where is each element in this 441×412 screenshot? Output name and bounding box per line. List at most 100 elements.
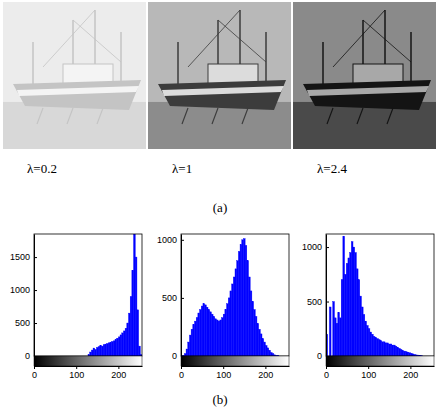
bar xyxy=(383,342,385,356)
tick: 500 xyxy=(162,293,184,303)
bar xyxy=(377,339,379,356)
plot-background xyxy=(34,234,142,356)
bar xyxy=(375,337,377,356)
tick-mark xyxy=(410,366,411,369)
bar xyxy=(129,313,131,356)
tick-label: 0 xyxy=(324,370,329,380)
bar xyxy=(353,247,355,356)
image-sky xyxy=(148,2,291,149)
tick-label: 0 xyxy=(25,351,30,361)
tick-mark xyxy=(34,257,37,258)
bar xyxy=(255,316,257,356)
panel-label: (b) xyxy=(212,392,227,407)
bar xyxy=(355,253,357,356)
bar xyxy=(243,239,245,356)
bar xyxy=(206,307,208,356)
bar xyxy=(102,346,104,356)
plot-background xyxy=(326,234,434,356)
bar xyxy=(186,349,188,356)
tick-label: 100 xyxy=(69,370,84,380)
tick-mark xyxy=(265,366,266,369)
image-rigging xyxy=(188,10,240,67)
bar xyxy=(361,307,363,356)
x-axis: 0100200 xyxy=(179,366,290,380)
image-prop xyxy=(67,108,73,124)
tick-label: 1000 xyxy=(10,285,30,295)
bar xyxy=(400,349,402,356)
bar xyxy=(336,323,338,356)
bar xyxy=(394,345,396,356)
bar xyxy=(227,304,229,356)
bar xyxy=(410,353,412,356)
bar xyxy=(103,345,105,356)
bar xyxy=(402,351,404,356)
axis-line xyxy=(34,235,35,357)
image-sky xyxy=(3,2,146,149)
bar xyxy=(269,350,271,356)
bar xyxy=(338,312,340,356)
bar xyxy=(388,344,390,356)
bar xyxy=(259,329,261,356)
tick-label: 0 xyxy=(172,351,177,361)
bar xyxy=(117,338,119,356)
tick: 100 xyxy=(69,366,84,380)
bar xyxy=(392,345,394,356)
bar xyxy=(201,306,203,356)
tick-label: 100 xyxy=(361,370,376,380)
bar xyxy=(365,321,367,356)
bar xyxy=(205,305,207,356)
bars xyxy=(326,236,422,356)
bar xyxy=(267,348,269,356)
tick-mark xyxy=(34,323,37,324)
panel-label: (a) xyxy=(213,200,227,215)
bar xyxy=(265,346,267,356)
axis-line xyxy=(35,366,143,367)
image-hull xyxy=(13,80,141,110)
bar xyxy=(341,280,343,356)
tick-label: 500 xyxy=(162,293,177,303)
image-prop xyxy=(182,108,188,124)
tick-label: 200 xyxy=(258,370,273,380)
bar xyxy=(395,346,397,356)
tick-label: 0 xyxy=(179,370,184,380)
y-axis: 050010001500 xyxy=(10,235,37,362)
tick-mark xyxy=(34,366,35,369)
bar xyxy=(329,307,331,356)
bar xyxy=(233,277,235,356)
bar xyxy=(238,251,240,356)
bar xyxy=(218,321,220,356)
image-panel xyxy=(3,2,146,149)
tick: 1000 xyxy=(10,285,37,295)
bar xyxy=(216,320,218,356)
bar xyxy=(130,297,132,356)
histogram-panel: 0500100015000100200 xyxy=(10,234,143,380)
tick-label: 1000 xyxy=(302,242,322,252)
tick-label: 1000 xyxy=(157,235,177,245)
axis-line xyxy=(182,366,290,367)
bar xyxy=(240,244,242,356)
bar xyxy=(358,280,360,356)
tick-mark xyxy=(368,366,369,369)
bar xyxy=(225,310,227,356)
plot-background xyxy=(181,234,289,356)
bar xyxy=(334,318,336,356)
bars xyxy=(88,234,142,356)
bar xyxy=(373,336,375,356)
bar xyxy=(211,314,213,356)
bar xyxy=(215,319,217,356)
caption: λ=0.2 xyxy=(27,161,57,176)
bar xyxy=(407,352,409,356)
bar xyxy=(343,236,345,356)
tick-label: 200 xyxy=(111,370,126,380)
bar xyxy=(397,347,399,356)
bar xyxy=(351,242,353,356)
bar xyxy=(137,310,139,356)
bar xyxy=(333,302,335,356)
tick-mark xyxy=(326,247,329,248)
bar xyxy=(360,296,362,356)
bar xyxy=(247,261,249,356)
bar xyxy=(93,348,95,356)
bar xyxy=(134,234,136,356)
tick: 0 xyxy=(324,366,329,380)
image-hull xyxy=(158,80,286,110)
